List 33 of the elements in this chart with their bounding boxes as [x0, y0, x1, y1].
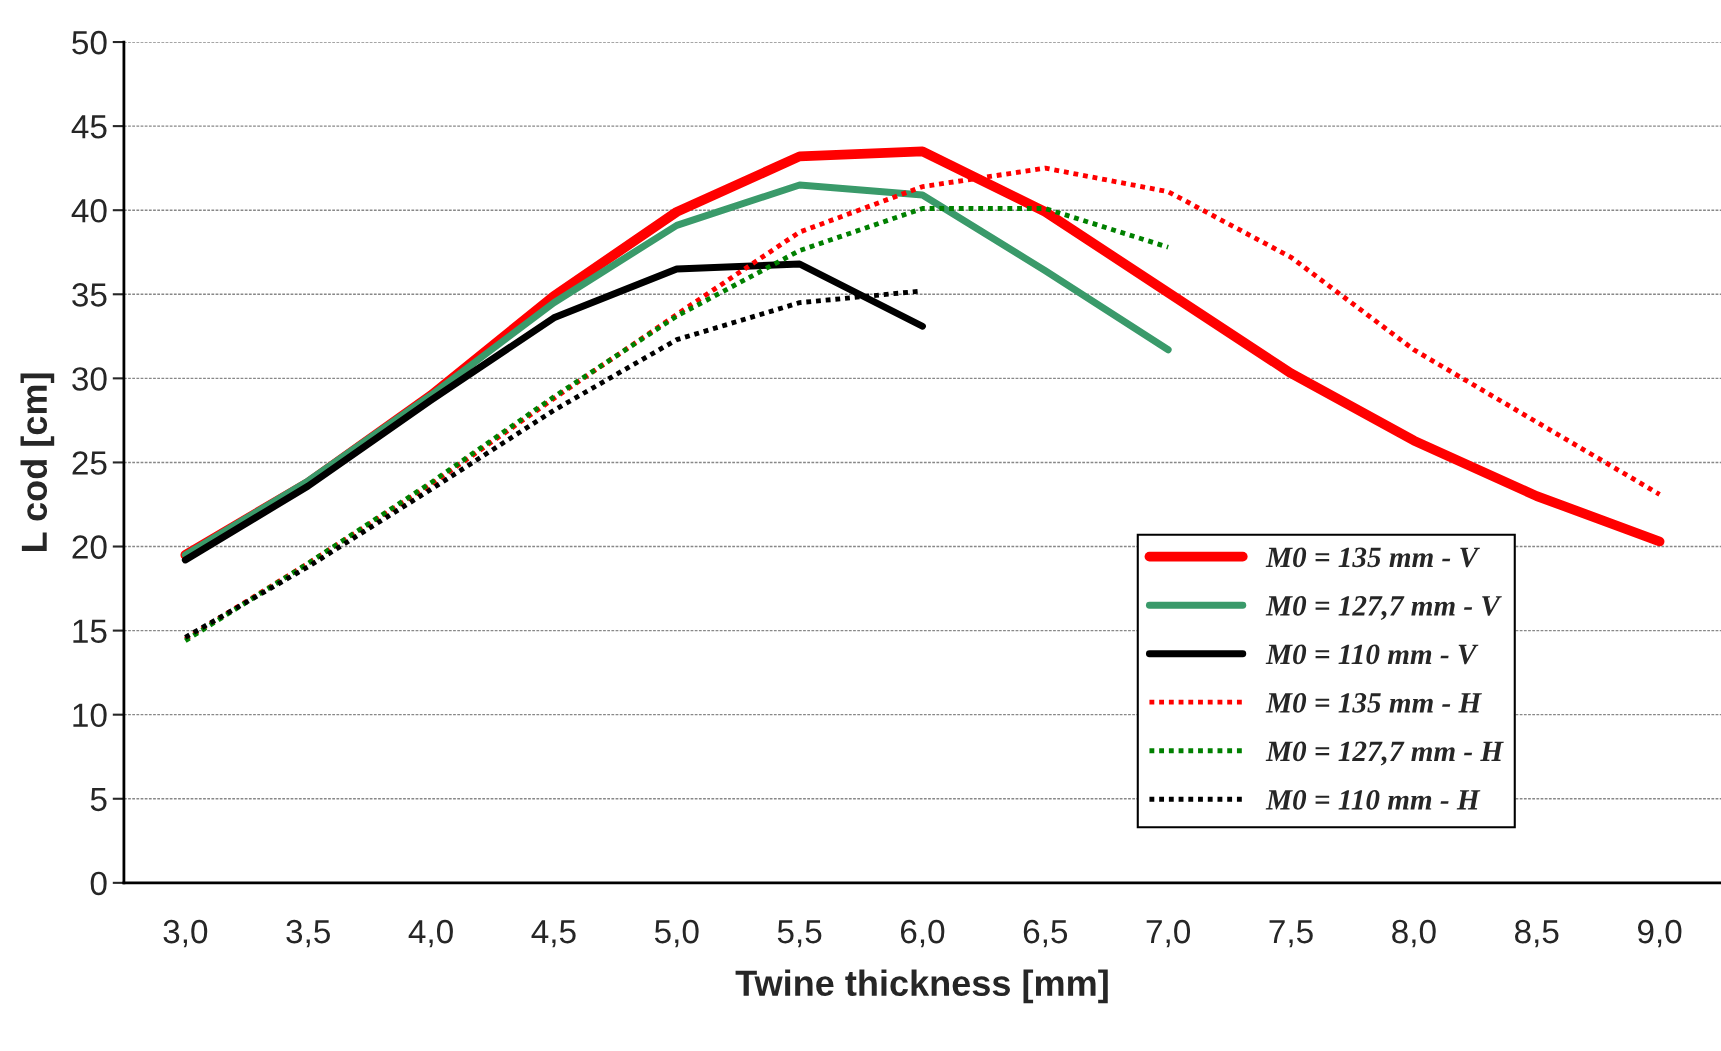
x-tick-label: 3,0 — [163, 919, 208, 948]
x-tick-label: 6,5 — [1023, 919, 1068, 948]
y-tick-label: 35 — [72, 283, 107, 307]
x-tick-label: 4,0 — [408, 919, 453, 948]
x-tick-label: 7,0 — [1146, 919, 1191, 948]
y-tick-label: 5 — [90, 787, 107, 812]
y-axis-title: L cod [cm] — [20, 373, 55, 551]
x-tick-label: 8,5 — [1515, 919, 1559, 948]
x-tick-label: 5,5 — [777, 920, 822, 948]
legend-label: M0 = 135 mm - V — [1265, 547, 1480, 568]
legend-label: M0 = 127,7 mm - V — [1265, 596, 1502, 620]
y-tick-label: 30 — [72, 367, 107, 391]
x-tick-label: 6,0 — [900, 919, 945, 948]
y-tick-label: 10 — [73, 703, 107, 728]
x-tick-label: 3,5 — [286, 919, 330, 948]
x-tick-label: 5,0 — [654, 919, 699, 948]
x-tick-label: 7,5 — [1269, 920, 1313, 948]
x-tick-label: 8,0 — [1392, 919, 1436, 948]
legend-label: M0 = 135 mm - H — [1265, 693, 1482, 713]
legend-label: M0 = 127,7 mm - H — [1265, 741, 1504, 766]
x-tick-label: 9,0 — [1637, 919, 1682, 948]
legend-label: M0 = 110 mm - V — [1265, 644, 1479, 665]
x-axis-title: Twine thickness [mm] — [735, 969, 1108, 1004]
y-tick-label: 20 — [72, 535, 107, 559]
y-tick-label: 0 — [90, 871, 107, 896]
x-tick-label: 4,5 — [531, 920, 576, 948]
y-tick-label: 15 — [73, 619, 107, 644]
line-series — [182, 206, 1171, 644]
y-tick-label: 50 — [72, 30, 107, 55]
legend-label: M0 = 110 mm - H — [1265, 790, 1481, 810]
y-tick-label: 25 — [72, 451, 107, 475]
y-tick-label: 45 — [71, 115, 107, 139]
y-tick-label: 40 — [71, 199, 107, 223]
